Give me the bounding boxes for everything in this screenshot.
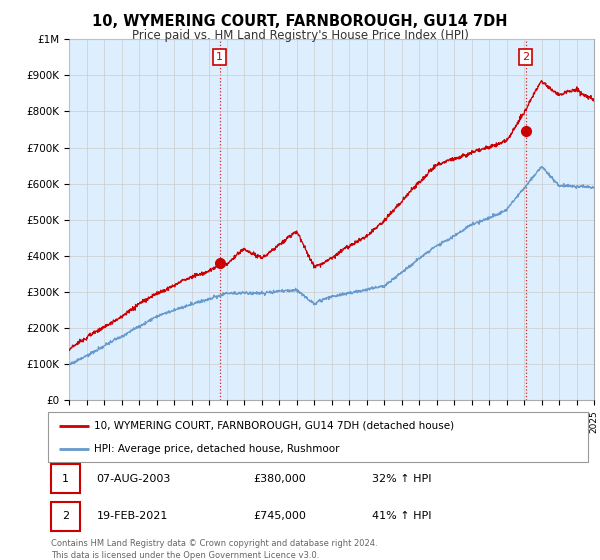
Text: Contains HM Land Registry data © Crown copyright and database right 2024.
This d: Contains HM Land Registry data © Crown c… bbox=[51, 539, 377, 559]
Text: 2: 2 bbox=[62, 511, 69, 521]
Bar bbox=[50, 464, 80, 493]
Text: £380,000: £380,000 bbox=[253, 474, 306, 484]
Text: 10, WYMERING COURT, FARNBOROUGH, GU14 7DH (detached house): 10, WYMERING COURT, FARNBOROUGH, GU14 7D… bbox=[94, 421, 454, 431]
Text: Price paid vs. HM Land Registry's House Price Index (HPI): Price paid vs. HM Land Registry's House … bbox=[131, 29, 469, 42]
Text: 2: 2 bbox=[522, 52, 529, 62]
Text: 07-AUG-2003: 07-AUG-2003 bbox=[97, 474, 171, 484]
Text: HPI: Average price, detached house, Rushmoor: HPI: Average price, detached house, Rush… bbox=[94, 445, 340, 454]
Text: 10, WYMERING COURT, FARNBOROUGH, GU14 7DH: 10, WYMERING COURT, FARNBOROUGH, GU14 7D… bbox=[92, 14, 508, 29]
Text: 1: 1 bbox=[62, 474, 69, 484]
Text: 19-FEB-2021: 19-FEB-2021 bbox=[97, 511, 168, 521]
Bar bbox=[50, 502, 80, 531]
Text: £745,000: £745,000 bbox=[253, 511, 306, 521]
Text: 32% ↑ HPI: 32% ↑ HPI bbox=[372, 474, 431, 484]
Text: 41% ↑ HPI: 41% ↑ HPI bbox=[372, 511, 431, 521]
Text: 1: 1 bbox=[216, 52, 223, 62]
